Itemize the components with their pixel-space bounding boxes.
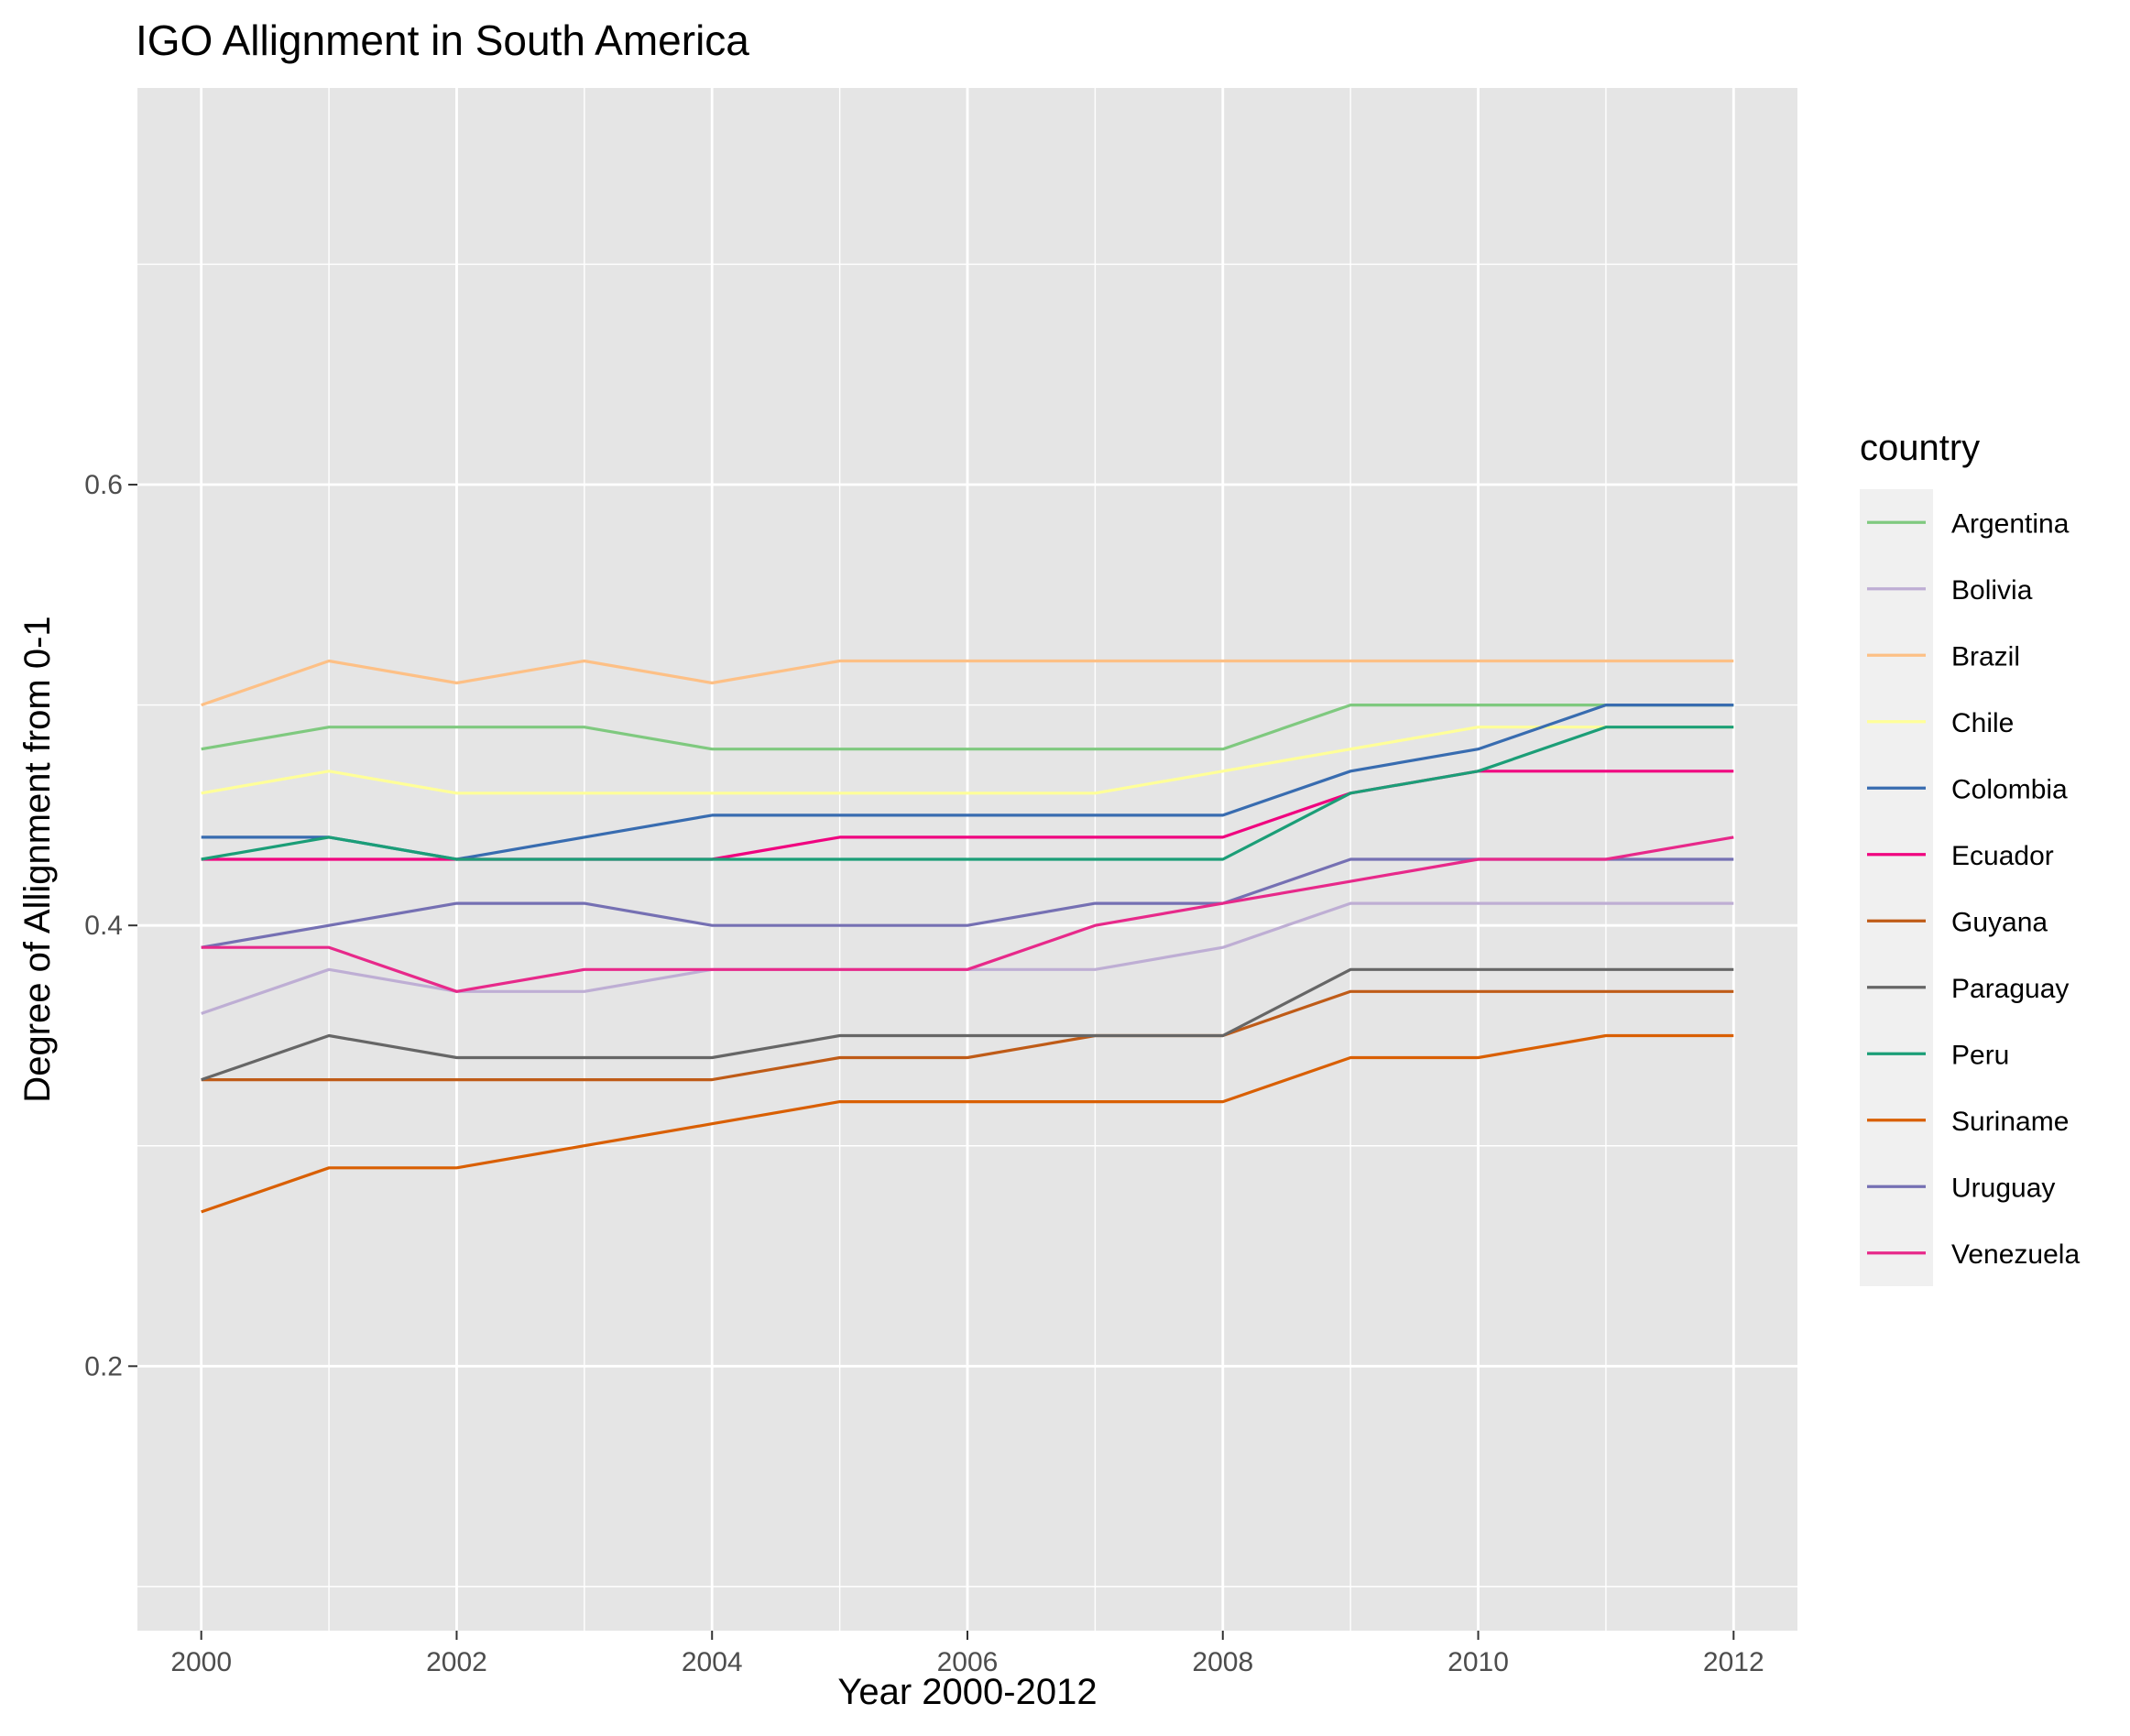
x-tick-label: 2002 <box>426 1647 487 1677</box>
y-axis-title: Degree of Allignment from 0-1 <box>17 616 58 1102</box>
legend-label-uruguay: Uruguay <box>1951 1173 2055 1203</box>
series-line-venezuela <box>201 835 1734 993</box>
legend-label-colombia: Colombia <box>1951 774 2068 804</box>
y-tick-label: 0.2 <box>84 1351 123 1381</box>
y-tick-label: 0.6 <box>84 470 123 500</box>
series-line-argentina <box>201 703 1734 751</box>
legend-label-chile: Chile <box>1951 708 2014 738</box>
legend-label-bolivia: Bolivia <box>1951 575 2033 606</box>
x-axis: 2000 2002 2004 2006 2008 2010 2012 <box>170 1631 1764 1677</box>
x-tick-label: 2006 <box>937 1647 999 1677</box>
series-line-chile <box>201 726 1734 795</box>
legend-label-guyana: Guyana <box>1951 907 2048 937</box>
x-tick-label: 2008 <box>1192 1647 1253 1677</box>
x-tick-label: 2004 <box>682 1647 743 1677</box>
series-line-suriname <box>201 1033 1734 1214</box>
legend-label-venezuela: Venezuela <box>1951 1239 2080 1270</box>
legend-label-ecuador: Ecuador <box>1951 841 2054 871</box>
legend-label-brazil: Brazil <box>1951 641 2020 671</box>
series-line-peru <box>201 726 1734 861</box>
x-axis-title: Year 2000-2012 <box>837 1672 1097 1712</box>
y-axis: 0.2 0.4 0.6 <box>84 470 137 1381</box>
x-tick-label: 2010 <box>1447 1647 1509 1677</box>
series-line-guyana <box>201 989 1734 1082</box>
legend-items: Argentina Bolivia Brazil Chile Colombia Ecuad… <box>1867 508 2080 1270</box>
legend-title: country <box>1860 428 1980 468</box>
series-lines <box>201 659 1734 1214</box>
legend-label-suriname: Suriname <box>1951 1107 2069 1137</box>
x-tick-label: 2012 <box>1703 1647 1764 1677</box>
chart-title: IGO Allignment in South America <box>136 16 749 64</box>
x-tick-label: 2000 <box>170 1647 232 1677</box>
legend: country Argentina Bolivia Brazil Chile Colom… <box>1860 428 2080 1286</box>
legend-key-background <box>1860 489 1933 1286</box>
legend-label-argentina: Argentina <box>1951 508 2070 539</box>
y-tick-label: 0.4 <box>84 911 123 941</box>
legend-label-paraguay: Paraguay <box>1951 974 2069 1004</box>
series-line-brazil <box>201 659 1734 707</box>
series-line-paraguay <box>201 967 1734 1082</box>
legend-label-peru: Peru <box>1951 1040 2009 1070</box>
